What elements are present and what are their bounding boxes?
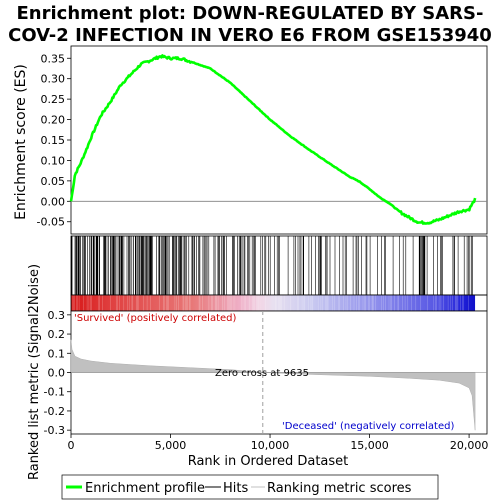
metric-y-tick-label: 0.2 (48, 328, 66, 341)
x-tick-label: 0 (68, 439, 75, 452)
legend-box (61, 474, 439, 500)
es-y-axis-label: Enrichment score (ES) (13, 64, 29, 220)
legend-metric-label: Ranking metric scores (267, 481, 412, 496)
metric-y-tick-label: 0.3 (48, 309, 66, 322)
x-tick-label: 15,000 (350, 439, 389, 452)
es-y-tick-label: 0.25 (41, 93, 66, 106)
x-tick-label: 20,000 (450, 439, 489, 452)
heatmap-fill (71, 295, 476, 311)
metric-y-axis-label: Ranked list metric (Signal2Noise) (27, 264, 42, 480)
x-tick-label: 10,000 (251, 439, 290, 452)
metric-panel: 0.3 0.2 0.1 0.0 -0.1 -0.2 -0.30 5,000 10,000 15,0… (44, 309, 489, 452)
es-y-tick-label: 0.05 (41, 175, 66, 188)
es-y-tick-label: 0.35 (41, 52, 66, 65)
x-tick-label: 5,000 (155, 439, 187, 452)
es-panel: 0.35 0.30 0.25 0.20 0.15 0.10 0.05 0.00 -0.05 (37, 45, 488, 235)
metric-y-tick-label: 0.0 (48, 367, 66, 380)
hit-markers (71, 236, 473, 295)
negative-correlation-label: 'Deceased' (negatively correlated) (282, 421, 454, 432)
es-y-tick-label: 0.10 (41, 154, 66, 167)
es-y-tick-label: 0.20 (41, 114, 66, 127)
es-y-tick-label: 0.30 (41, 73, 66, 86)
es-y-tick-label: 0.15 (41, 134, 66, 147)
zero-cross-label: Zero cross at 9635 (215, 368, 309, 379)
heatmap-bar (70, 294, 488, 312)
metric-y-tick-label: -0.2 (44, 405, 65, 418)
hits-frame (70, 235, 488, 296)
es-plot-frame (70, 45, 488, 235)
es-y-tick-label: -0.05 (37, 216, 65, 229)
heatmap-texture (72, 295, 469, 311)
enrichment-profile-line (69, 54, 477, 225)
legend: Enrichment profile Hits Ranking metric s… (61, 474, 439, 500)
metric-y-tick-label: 0.1 (48, 347, 66, 360)
metric-y-tick-label: -0.3 (44, 424, 65, 437)
es-y-tick-label: 0.00 (41, 195, 66, 208)
legend-hits-label: Hits (223, 481, 248, 496)
x-axis-label: Rank in Ordered Dataset (188, 454, 349, 469)
chart-title-line-2: COV-2 INFECTION IN VERO E6 FROM GSE15394… (8, 25, 492, 46)
positive-correlation-label: 'Survived' (positively correlated) (74, 313, 237, 324)
legend-profile-label: Enrichment profile (85, 481, 205, 496)
metric-y-tick-label: -0.1 (44, 386, 65, 399)
hits-panel (70, 235, 488, 296)
chart-title-line-1: Enrichment plot: DOWN-REGULATED BY SARS- (17, 3, 484, 24)
